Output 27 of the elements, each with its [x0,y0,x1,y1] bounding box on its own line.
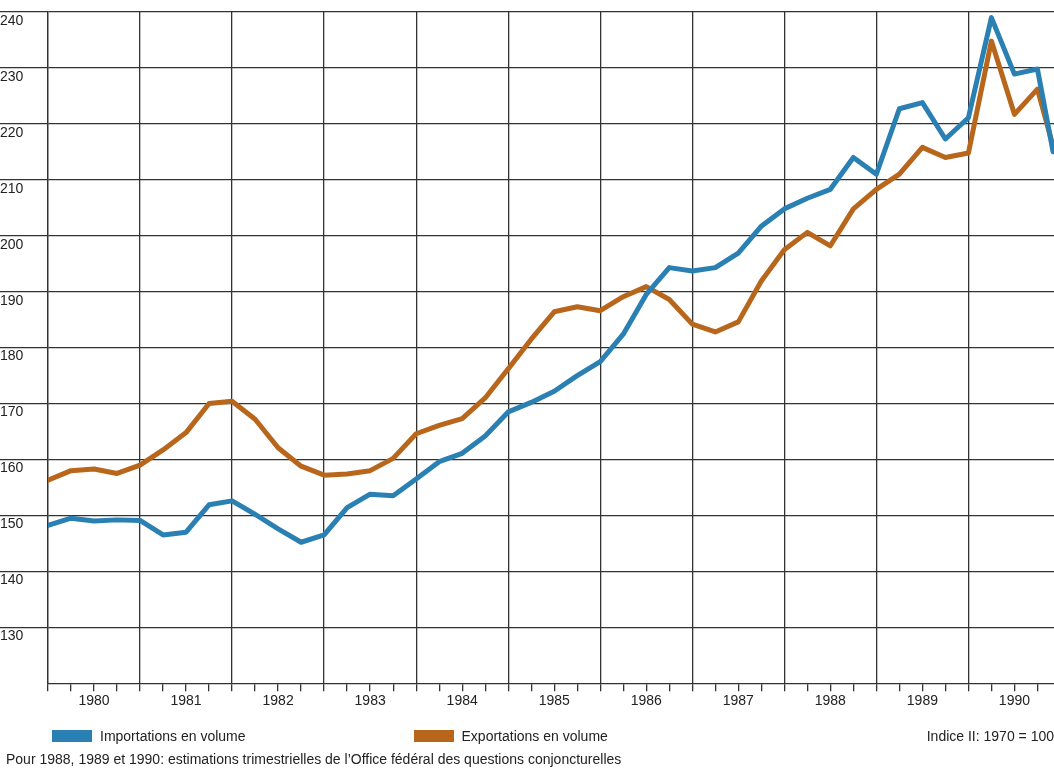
x-tick-label: 1983 [354,692,386,709]
y-tick-label: 140 [0,571,24,588]
x-tick-label: 1988 [814,692,847,709]
x-tick-label: 1986 [630,692,663,709]
y-tick-label: 200 [0,235,24,252]
legend-label: Importations en volume [100,728,246,744]
x-tick-label: 1982 [262,692,294,709]
y-tick-label: 220 [0,123,24,140]
x-tick-label: 1985 [538,692,570,709]
y-tick-label: 150 [0,515,24,532]
text: Indice II: 1970 = 100 [926,728,1054,744]
y-tick-label: 180 [0,347,24,364]
legend-label: Exportations en volume [461,728,608,744]
x-tick-label: 1981 [170,692,202,709]
x-tick-label: 1990 [998,692,1031,709]
y-tick-label: 130 [0,627,24,644]
x-tick-label: 1989 [906,692,939,709]
y-tick-label: 160 [0,459,24,476]
y-tick-label: 170 [0,403,24,420]
x-tick-label: 1984 [446,692,478,709]
y-tick-label: 210 [0,179,24,196]
y-tick-label: 230 [0,67,24,84]
y-tick-label: 240 [0,11,24,28]
x-tick-label: 1987 [722,692,755,709]
text: Pour 1988, 1989 et 1990: estimations trimestrielles de l’Office fédéral des questions conjoncturelles [6,751,622,767]
x-tick-label: 1980 [78,692,110,709]
y-tick-label: 190 [0,291,24,308]
